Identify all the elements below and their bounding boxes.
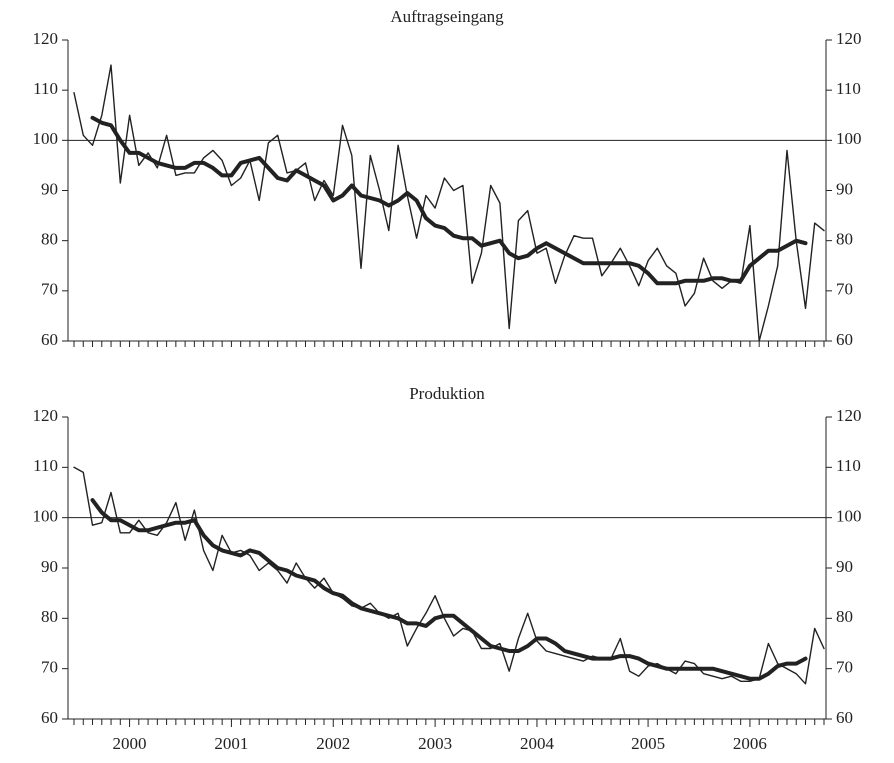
x-tick-label: 2003 [418, 734, 452, 753]
x-tick-label: 2000 [113, 734, 147, 753]
y-tick-label: 100 [33, 507, 59, 526]
smooth-line [90, 498, 808, 681]
x-tick-label: 2006 [733, 734, 767, 753]
y-tick-label: 60 [836, 708, 853, 727]
y-tick-label: 80 [836, 230, 853, 249]
y-tick-label: 90 [41, 557, 58, 576]
y-tick-label: 110 [33, 456, 58, 475]
x-tick-label: 2005 [631, 734, 665, 753]
x-tick-label: 2001 [214, 734, 248, 753]
x-tick-label: 2002 [316, 734, 350, 753]
y-tick-label: 100 [836, 507, 862, 526]
y-tick-label: 70 [836, 658, 853, 677]
x-tick-label: 2004 [520, 734, 555, 753]
y-tick-label: 110 [33, 79, 58, 98]
y-tick-label: 110 [836, 456, 861, 475]
y-tick-label: 100 [836, 129, 862, 148]
y-tick-label: 120 [836, 29, 862, 48]
smooth-line [90, 115, 808, 286]
chart-title: Auftragseingang [390, 7, 504, 26]
y-tick-label: 80 [836, 607, 853, 626]
y-tick-label: 70 [836, 280, 853, 299]
y-tick-label: 100 [33, 129, 59, 148]
y-tick-label: 110 [836, 79, 861, 98]
y-tick-label: 70 [41, 658, 58, 677]
y-tick-label: 70 [41, 280, 58, 299]
raw-line [73, 64, 825, 342]
y-tick-label: 90 [41, 179, 58, 198]
y-tick-label: 120 [836, 406, 862, 425]
chart-title: Produktion [409, 384, 485, 403]
y-tick-label: 90 [836, 557, 853, 576]
y-tick-label: 60 [41, 330, 58, 349]
y-tick-label: 120 [33, 406, 59, 425]
y-tick-label: 90 [836, 179, 853, 198]
raw-line [73, 466, 825, 685]
y-tick-label: 80 [41, 230, 58, 249]
y-tick-label: 60 [41, 708, 58, 727]
y-tick-label: 60 [836, 330, 853, 349]
y-tick-label: 120 [33, 29, 59, 48]
y-tick-label: 80 [41, 607, 58, 626]
